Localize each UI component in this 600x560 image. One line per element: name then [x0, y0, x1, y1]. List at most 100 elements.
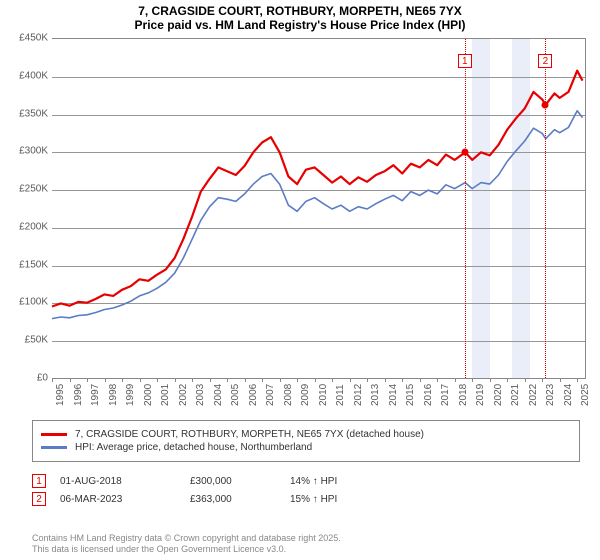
- event-marker-box: 1: [32, 474, 46, 488]
- x-tick-label: 2007: [265, 384, 276, 406]
- event-vline: [545, 39, 546, 378]
- chart-plot-area: 12: [52, 38, 586, 378]
- x-tick-mark: [157, 378, 158, 382]
- x-tick-label: 2000: [143, 384, 154, 406]
- price-point-dot: [461, 149, 468, 156]
- x-tick-mark: [140, 378, 141, 382]
- x-tick-mark: [332, 378, 333, 382]
- x-tick-mark: [542, 378, 543, 382]
- x-tick-mark: [87, 378, 88, 382]
- x-tick-mark: [350, 378, 351, 382]
- x-tick-mark: [105, 378, 106, 382]
- x-tick-mark: [472, 378, 473, 382]
- x-tick-label: 2021: [510, 384, 521, 406]
- chart-lines-svg: [52, 39, 586, 379]
- x-tick-label: 2025: [580, 384, 591, 406]
- x-tick-mark: [122, 378, 123, 382]
- attribution-line1: Contains HM Land Registry data © Crown c…: [32, 533, 580, 545]
- y-axis: £0£50K£100K£150K£200K£250K£300K£350K£400…: [0, 38, 52, 378]
- x-tick-label: 2023: [545, 384, 556, 406]
- price-point-dot: [542, 101, 549, 108]
- event-row: 1 01-AUG-2018£300,00014% ↑ HPI: [32, 474, 580, 488]
- y-tick-label: £300K: [19, 146, 48, 157]
- y-tick-label: £150K: [19, 259, 48, 270]
- event-date: 06-MAR-2023: [60, 494, 190, 505]
- x-tick-label: 2006: [248, 384, 259, 406]
- event-marker-box: 1: [458, 54, 472, 68]
- x-tick-mark: [402, 378, 403, 382]
- event-row: 2 06-MAR-2023£363,00015% ↑ HPI: [32, 492, 580, 506]
- event-vline: [465, 39, 466, 378]
- legend-row: 7, CRAGSIDE COURT, ROTHBURY, MORPETH, NE…: [41, 429, 571, 440]
- attribution-text: Contains HM Land Registry data © Crown c…: [32, 533, 580, 556]
- y-tick-label: £0: [37, 373, 48, 384]
- event-marker-box: 2: [538, 54, 552, 68]
- x-tick-mark: [210, 378, 211, 382]
- x-tick-label: 2016: [423, 384, 434, 406]
- x-tick-mark: [525, 378, 526, 382]
- x-tick-label: 2008: [283, 384, 294, 406]
- x-tick-mark: [315, 378, 316, 382]
- x-tick-label: 2022: [528, 384, 539, 406]
- x-tick-mark: [507, 378, 508, 382]
- x-tick-label: 2012: [353, 384, 364, 406]
- x-tick-mark: [420, 378, 421, 382]
- x-tick-label: 2001: [160, 384, 171, 406]
- event-marker-box: 2: [32, 492, 46, 506]
- x-tick-mark: [262, 378, 263, 382]
- legend-swatch: [41, 446, 67, 449]
- series-hpi: [52, 111, 583, 319]
- y-tick-label: £200K: [19, 221, 48, 232]
- x-tick-label: 2017: [440, 384, 451, 406]
- event-price: £363,000: [190, 494, 290, 505]
- x-tick-label: 2002: [178, 384, 189, 406]
- x-tick-mark: [385, 378, 386, 382]
- x-tick-mark: [52, 378, 53, 382]
- event-delta: 14% ↑ HPI: [290, 476, 337, 487]
- event-date: 01-AUG-2018: [60, 476, 190, 487]
- x-tick-label: 2018: [458, 384, 469, 406]
- y-tick-label: £350K: [19, 108, 48, 119]
- y-tick-label: £450K: [19, 33, 48, 44]
- event-table: 1 01-AUG-2018£300,00014% ↑ HPI 2 06-MAR-202…: [32, 470, 580, 510]
- legend-swatch: [41, 433, 67, 436]
- x-tick-mark: [367, 378, 368, 382]
- x-tick-label: 2019: [475, 384, 486, 406]
- x-tick-mark: [245, 378, 246, 382]
- x-tick-mark: [455, 378, 456, 382]
- event-delta: 15% ↑ HPI: [290, 494, 337, 505]
- y-tick-label: £100K: [19, 297, 48, 308]
- series-price_paid: [52, 71, 583, 307]
- x-tick-label: 2005: [230, 384, 241, 406]
- x-tick-label: 2010: [318, 384, 329, 406]
- x-tick-label: 2004: [213, 384, 224, 406]
- x-tick-mark: [227, 378, 228, 382]
- x-tick-mark: [70, 378, 71, 382]
- x-tick-label: 2009: [300, 384, 311, 406]
- legend-label: HPI: Average price, detached house, Nort…: [75, 442, 312, 453]
- x-tick-mark: [560, 378, 561, 382]
- x-tick-label: 2011: [335, 384, 346, 406]
- x-tick-mark: [490, 378, 491, 382]
- x-tick-label: 2014: [388, 384, 399, 406]
- y-tick-label: £250K: [19, 184, 48, 195]
- x-tick-mark: [297, 378, 298, 382]
- x-tick-label: 2015: [405, 384, 416, 406]
- chart-title-line1: 7, CRAGSIDE COURT, ROTHBURY, MORPETH, NE…: [0, 4, 600, 18]
- x-tick-mark: [280, 378, 281, 382]
- y-tick-label: £50K: [25, 335, 48, 346]
- x-tick-label: 1997: [90, 384, 101, 406]
- x-tick-mark: [577, 378, 578, 382]
- legend-row: HPI: Average price, detached house, Nort…: [41, 442, 571, 453]
- x-tick-label: 2013: [370, 384, 381, 406]
- x-tick-label: 2024: [563, 384, 574, 406]
- x-tick-mark: [175, 378, 176, 382]
- x-tick-label: 2020: [493, 384, 504, 406]
- event-price: £300,000: [190, 476, 290, 487]
- x-axis: 1995199619971998199920002001200220032004…: [52, 378, 586, 418]
- y-tick-label: £400K: [19, 70, 48, 81]
- x-tick-label: 2003: [195, 384, 206, 406]
- chart-title-line2: Price paid vs. HM Land Registry's House …: [0, 18, 600, 32]
- x-tick-label: 1998: [108, 384, 119, 406]
- chart-legend: 7, CRAGSIDE COURT, ROTHBURY, MORPETH, NE…: [32, 420, 580, 462]
